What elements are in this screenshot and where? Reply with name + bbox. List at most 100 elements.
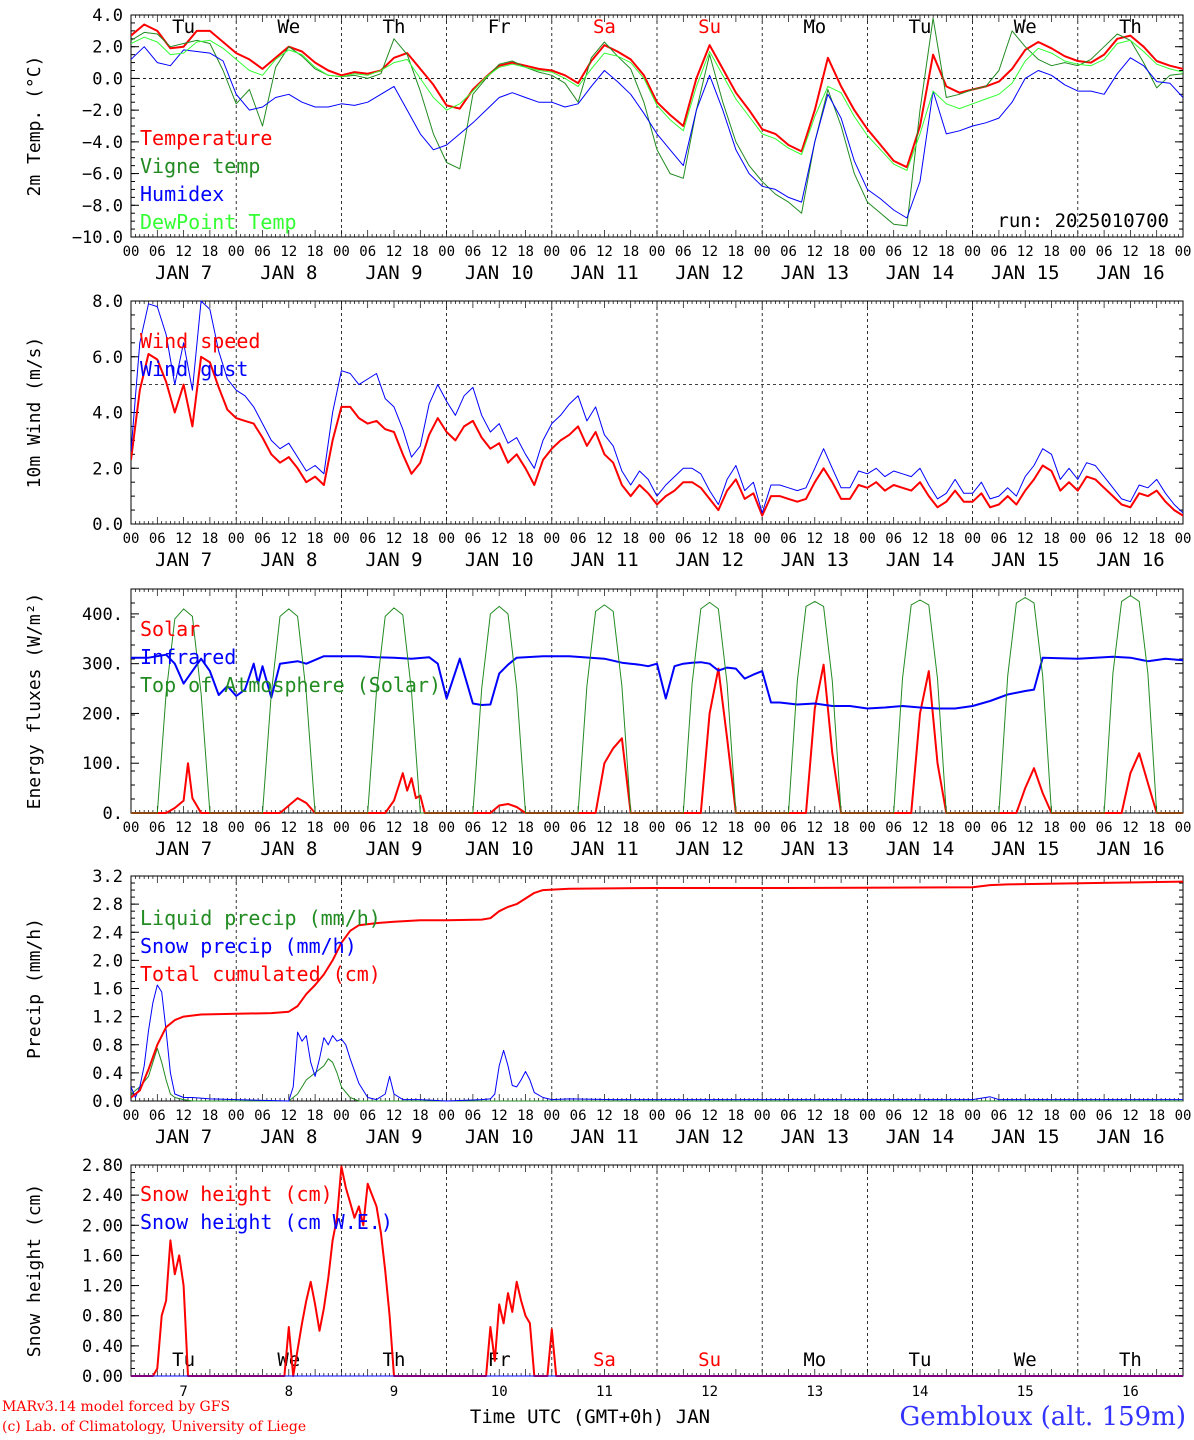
day-number-label: 12 bbox=[701, 1384, 718, 1400]
hour-tick-label: 00 bbox=[649, 1108, 666, 1124]
hour-tick-label: 06 bbox=[464, 820, 481, 836]
hour-tick-label: 06 bbox=[254, 244, 271, 260]
day-label: JAN 10 bbox=[465, 262, 534, 284]
hour-tick-label: 18 bbox=[938, 1108, 955, 1124]
run-annotation: run: 2025010700 bbox=[997, 210, 1169, 232]
day-label: JAN 10 bbox=[465, 549, 534, 571]
hour-tick-label: 00 bbox=[649, 244, 666, 260]
day-label: JAN 11 bbox=[570, 1126, 639, 1148]
hour-tick-label: 00 bbox=[123, 531, 140, 547]
hour-tick-label: 18 bbox=[622, 820, 639, 836]
hour-tick-label: 18 bbox=[727, 1108, 744, 1124]
series-line-wind-speed bbox=[131, 353, 1183, 517]
hour-tick-label: 12 bbox=[912, 1108, 929, 1124]
y-tick-label: 0.0 bbox=[92, 1092, 123, 1112]
day-number-label: 9 bbox=[390, 1384, 398, 1400]
hour-tick-label: 12 bbox=[1122, 244, 1139, 260]
y-tick-label: 2.0 bbox=[92, 38, 123, 58]
hour-tick-label: 06 bbox=[780, 531, 797, 547]
hour-tick-label: 18 bbox=[1148, 531, 1165, 547]
day-label: JAN 14 bbox=[886, 838, 955, 860]
hour-tick-label: 18 bbox=[1043, 244, 1060, 260]
day-label: JAN 14 bbox=[886, 262, 955, 284]
y-tick-label: 1.60 bbox=[82, 1246, 123, 1266]
model-credit: MARv3.14 model forced by GFS bbox=[2, 1399, 231, 1415]
day-label: JAN 12 bbox=[675, 262, 744, 284]
hour-tick-label: 12 bbox=[1017, 1108, 1034, 1124]
hour-tick-label: 12 bbox=[1122, 820, 1139, 836]
hour-tick-label: 00 bbox=[333, 1108, 350, 1124]
weekday-label: Tu bbox=[172, 16, 195, 38]
y-tick-label: 0.0 bbox=[92, 69, 123, 89]
day-number-label: 14 bbox=[912, 1384, 929, 1400]
day-number-label: 10 bbox=[491, 1384, 508, 1400]
hour-tick-label: 12 bbox=[491, 244, 508, 260]
y-tick-label: 6.0 bbox=[92, 348, 123, 368]
hour-tick-label: 00 bbox=[859, 531, 876, 547]
hour-tick-label: 12 bbox=[596, 531, 613, 547]
hour-tick-label: 18 bbox=[517, 531, 534, 547]
hour-tick-label: 12 bbox=[175, 820, 192, 836]
hour-tick-label: 18 bbox=[622, 1108, 639, 1124]
day-number-label: 15 bbox=[1017, 1384, 1034, 1400]
y-tick-label: 200. bbox=[82, 704, 123, 724]
hour-tick-label: 06 bbox=[149, 244, 166, 260]
hour-tick-label: 00 bbox=[543, 1108, 560, 1124]
day-label: JAN 8 bbox=[260, 262, 317, 284]
hour-tick-label: 06 bbox=[1096, 1108, 1113, 1124]
hour-tick-label: 12 bbox=[1017, 820, 1034, 836]
legend-entry: Vigne temp bbox=[140, 154, 260, 178]
hour-tick-label: 00 bbox=[1175, 244, 1192, 260]
hour-tick-label: 12 bbox=[386, 531, 403, 547]
hour-tick-label: 12 bbox=[1017, 244, 1034, 260]
hour-tick-label: 00 bbox=[964, 531, 981, 547]
day-label: JAN 8 bbox=[260, 549, 317, 571]
hour-tick-label: 00 bbox=[228, 1108, 245, 1124]
hour-tick-label: 00 bbox=[1069, 820, 1086, 836]
y-axis-title: Precip (mm/h) bbox=[24, 918, 45, 1059]
hour-tick-label: 18 bbox=[517, 244, 534, 260]
hour-tick-label: 00 bbox=[1069, 1108, 1086, 1124]
hour-tick-label: 12 bbox=[912, 820, 929, 836]
hour-tick-label: 00 bbox=[123, 244, 140, 260]
hour-tick-label: 18 bbox=[1043, 1108, 1060, 1124]
hour-tick-label: 12 bbox=[701, 244, 718, 260]
hour-tick-label: 06 bbox=[885, 820, 902, 836]
hour-tick-label: 06 bbox=[780, 820, 797, 836]
hour-tick-label: 06 bbox=[254, 531, 271, 547]
weekday-label: Sa bbox=[593, 1349, 616, 1371]
day-label: JAN 11 bbox=[570, 262, 639, 284]
hour-tick-label: 12 bbox=[386, 820, 403, 836]
day-number-label: 8 bbox=[285, 1384, 293, 1400]
panel-5: 2.80 2.40 2.00 1.60 1.20 0.80 0.40 0.00 Snow hei… bbox=[24, 1156, 1184, 1428]
series-line-infrared bbox=[131, 653, 1183, 710]
day-label: JAN 16 bbox=[1096, 838, 1165, 860]
day-label: JAN 8 bbox=[260, 838, 317, 860]
hour-tick-label: 00 bbox=[333, 820, 350, 836]
day-label: JAN 7 bbox=[155, 838, 212, 860]
day-label: JAN 7 bbox=[155, 549, 212, 571]
day-label: JAN 13 bbox=[780, 1126, 849, 1148]
y-tick-label: −4.0 bbox=[82, 133, 123, 153]
hour-tick-label: 00 bbox=[123, 1108, 140, 1124]
hour-tick-label: 06 bbox=[254, 1108, 271, 1124]
hour-tick-label: 18 bbox=[517, 820, 534, 836]
hour-tick-label: 18 bbox=[307, 244, 324, 260]
weekday-label: Tu bbox=[909, 16, 932, 38]
hour-tick-label: 06 bbox=[464, 1108, 481, 1124]
hour-tick-label: 12 bbox=[386, 1108, 403, 1124]
legend-entry: Snow precip (mm/h) bbox=[140, 934, 357, 958]
hour-tick-label: 12 bbox=[806, 531, 823, 547]
y-tick-label: 0.8 bbox=[92, 1036, 123, 1056]
hour-tick-label: 06 bbox=[1096, 531, 1113, 547]
legend-entry: Temperature bbox=[140, 126, 272, 150]
hour-tick-label: 18 bbox=[201, 244, 218, 260]
hour-tick-label: 12 bbox=[386, 244, 403, 260]
hour-tick-label: 18 bbox=[622, 244, 639, 260]
weekday-label: Tu bbox=[909, 1349, 932, 1371]
y-tick-label: −2.0 bbox=[82, 101, 123, 121]
hour-tick-label: 00 bbox=[754, 1108, 771, 1124]
hour-tick-label: 18 bbox=[412, 820, 429, 836]
y-tick-label: 2.80 bbox=[82, 1156, 123, 1176]
day-number-label: 7 bbox=[179, 1384, 187, 1400]
